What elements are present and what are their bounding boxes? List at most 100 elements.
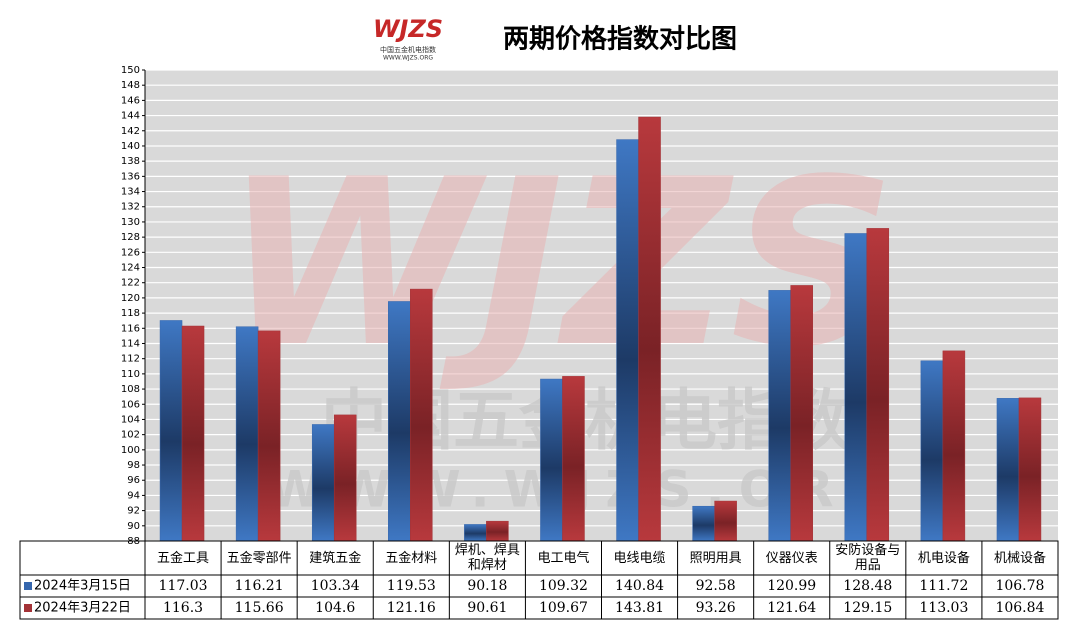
y-tick-label: 94	[127, 490, 140, 501]
y-tick-label: 146	[121, 95, 140, 106]
bar	[1018, 397, 1042, 542]
table-value: 121.16	[387, 600, 436, 616]
bar	[790, 285, 813, 542]
category-cell: 仪器仪表	[765, 550, 818, 566]
y-tick-label: 112	[121, 354, 140, 365]
x-tick-label: 照明用具	[689, 550, 742, 566]
x-tick-label: 电工电气	[537, 550, 590, 566]
category-cell: 焊机、焊具和焊材	[454, 543, 520, 573]
category-cell: 电工电气	[537, 550, 590, 566]
table-value: 113.03	[919, 600, 968, 616]
bar	[616, 139, 639, 542]
category-cell: 建筑五金	[309, 551, 361, 566]
y-tick-label: 140	[121, 141, 140, 152]
y-tick-label: 108	[121, 384, 140, 395]
table-value: 143.81	[615, 600, 664, 616]
bar	[486, 520, 509, 542]
table-value: 109.32	[539, 578, 588, 594]
y-tick-label: 114	[121, 338, 140, 349]
table-value: 106.84	[995, 600, 1044, 616]
legend-key	[24, 604, 32, 612]
table-value: 109.67	[539, 600, 588, 616]
chart-title: 两期价格指数对比图	[503, 24, 737, 55]
bar	[311, 424, 335, 542]
bar	[159, 320, 183, 542]
category-cell: 电线电缆	[613, 550, 666, 566]
table-value: 117.03	[159, 578, 208, 594]
bar	[562, 376, 585, 542]
table-value: 119.53	[387, 578, 436, 594]
table-value: 140.84	[615, 578, 664, 594]
y-tick-label: 124	[121, 263, 140, 274]
y-tick-label: 104	[121, 414, 140, 425]
y-tick-label: 138	[121, 156, 140, 167]
y-tick-label: 136	[121, 171, 140, 182]
bar	[920, 360, 944, 542]
legend-label: 2024年3月15日	[34, 579, 131, 594]
category-cell: 五金工具	[157, 550, 210, 566]
category-cell: 机械设备	[994, 551, 1046, 566]
logo-subtitle: 中国五金机电指数	[380, 45, 436, 54]
bar	[768, 290, 791, 542]
y-tick-label: 128	[121, 232, 140, 243]
table-value: 121.64	[767, 600, 816, 616]
y-tick-label: 100	[121, 445, 140, 456]
table-value: 116.3	[163, 600, 203, 616]
x-tick-label: 焊机、焊具和焊材	[454, 543, 520, 573]
y-tick-label: 142	[121, 126, 140, 137]
y-tick-label: 134	[121, 187, 140, 198]
y-tick-label: 148	[121, 80, 140, 91]
x-tick-label: 安防设备与用品	[835, 543, 901, 573]
y-tick-label: 144	[121, 111, 140, 122]
table-value: 104.6	[315, 600, 355, 616]
y-tick-label: 132	[121, 202, 140, 213]
x-tick-label: 机电设备	[917, 550, 970, 566]
table-value: 115.66	[235, 600, 284, 616]
bar	[692, 505, 715, 542]
table-value: 129.15	[843, 600, 892, 616]
bar	[257, 330, 281, 542]
y-tick-label: 122	[121, 278, 140, 289]
logo-url: WWW.WJZS.ORG	[383, 55, 433, 62]
y-tick-label: 110	[121, 369, 140, 380]
x-tick-label: 五金工具	[157, 550, 210, 566]
bar	[866, 228, 890, 542]
logo: WJZS	[373, 15, 443, 43]
bar	[942, 350, 966, 542]
bar	[540, 378, 563, 542]
x-tick-label: 仪器仪表	[765, 550, 818, 566]
y-tick-label: 96	[127, 475, 140, 486]
bar	[410, 288, 433, 542]
bar	[464, 524, 487, 542]
category-cell: 五金材料	[385, 550, 438, 566]
table-value: 120.99	[767, 578, 816, 594]
bar	[996, 398, 1020, 542]
bar	[235, 326, 259, 542]
table-value: 93.26	[696, 600, 736, 616]
bar	[638, 116, 661, 542]
y-tick-label: 116	[121, 323, 140, 334]
y-tick-label: 90	[127, 521, 140, 532]
bar	[388, 301, 411, 542]
legend-label: 2024年3月22日	[34, 601, 131, 616]
y-tick-label: 106	[121, 399, 140, 410]
category-cell: 机电设备	[917, 550, 970, 566]
x-tick-label: 五金材料	[385, 550, 438, 566]
x-tick-label: 五金零部件	[226, 550, 292, 566]
bar	[714, 500, 737, 542]
y-tick-label: 130	[121, 217, 140, 228]
legend-key	[24, 582, 32, 590]
table-value: 128.48	[843, 578, 892, 594]
category-cell: 五金零部件	[226, 550, 292, 566]
y-tick-label: 120	[121, 293, 140, 304]
y-tick-label: 92	[127, 506, 140, 517]
bar	[844, 233, 868, 542]
y-tick-label: 150	[121, 65, 140, 76]
y-tick-label: 102	[121, 430, 140, 441]
y-tick-label: 98	[127, 460, 140, 471]
table-value: 92.58	[696, 578, 736, 594]
category-cell: 照明用具	[689, 550, 742, 566]
x-tick-label: 电线电缆	[613, 550, 666, 566]
